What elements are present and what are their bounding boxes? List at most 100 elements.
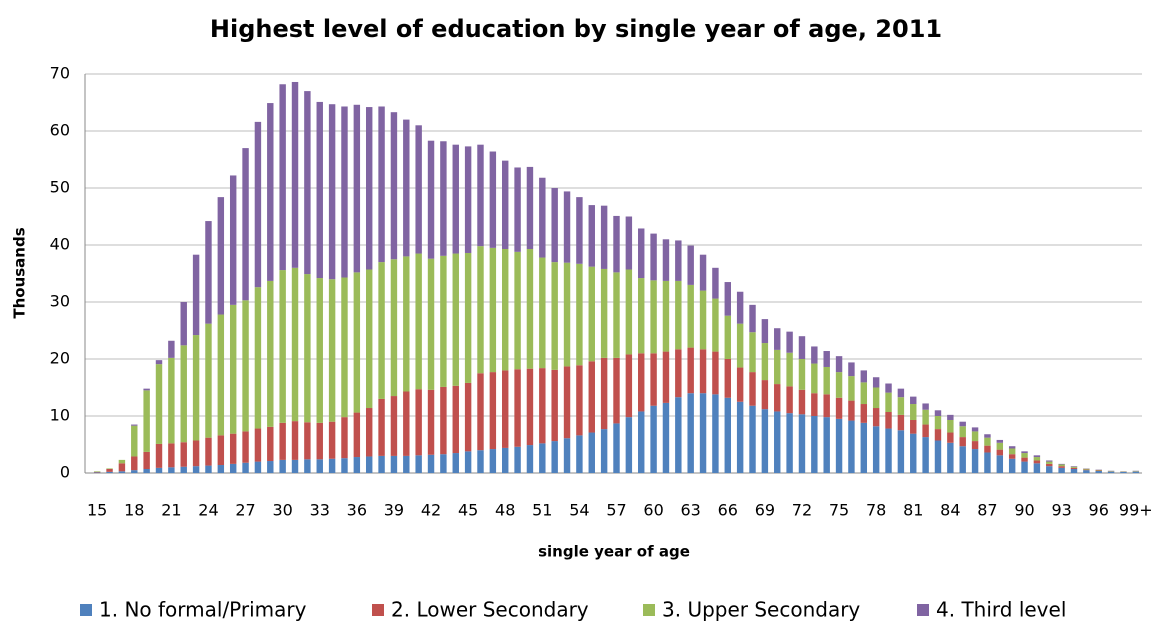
x-tick-label: 36 xyxy=(347,501,367,520)
bar-segment xyxy=(1095,471,1102,473)
bar-segment xyxy=(996,439,1004,443)
bar-segment xyxy=(254,428,262,462)
bar-segment xyxy=(848,400,855,421)
bar-segment xyxy=(613,423,620,473)
bar-segment xyxy=(860,370,868,383)
bar-segment xyxy=(922,403,929,410)
x-tick-label: 90 xyxy=(1014,501,1034,520)
bar-segment xyxy=(168,467,175,473)
bar-segment xyxy=(885,392,892,413)
bar-segment xyxy=(971,427,979,432)
y-tick-label: 50 xyxy=(50,178,70,197)
bar-segment xyxy=(304,274,311,423)
bar-segment xyxy=(291,267,299,422)
bar-segment xyxy=(1083,468,1090,470)
x-tick-label: 15 xyxy=(87,501,107,520)
bar-segment xyxy=(811,363,818,394)
x-tick-label: 54 xyxy=(569,501,589,520)
bar-segment xyxy=(897,414,905,431)
bar-segment xyxy=(291,459,299,473)
bar-segment xyxy=(155,364,163,444)
bar-segment xyxy=(526,166,534,249)
x-tick-label: 21 xyxy=(161,501,181,520)
bar-segment xyxy=(872,426,880,473)
bar-segment xyxy=(848,362,855,377)
bar-segment xyxy=(328,279,336,422)
bar-segment xyxy=(341,106,348,278)
y-tick-label: 30 xyxy=(50,292,70,311)
bar-segment xyxy=(650,353,657,406)
bar-segment xyxy=(563,191,571,263)
bar-segment xyxy=(1083,469,1090,471)
bar-segment xyxy=(675,280,682,350)
bar-segment xyxy=(934,410,942,416)
bar-segment xyxy=(229,175,237,305)
bar-segment xyxy=(662,351,670,403)
bar-segment xyxy=(613,215,620,273)
bar-segment xyxy=(353,272,361,413)
bar-segment xyxy=(835,397,843,419)
bar-segment xyxy=(563,262,571,367)
bar-segment xyxy=(823,351,830,367)
bar-segment xyxy=(625,354,633,418)
bar-segment xyxy=(650,233,657,281)
bar-segment xyxy=(415,389,422,456)
bar-segment xyxy=(452,453,459,473)
bar-segment xyxy=(328,421,336,459)
bar-segment xyxy=(539,257,546,369)
bar-segment xyxy=(502,248,509,371)
bar-segment xyxy=(687,393,694,473)
bar-segment xyxy=(1070,469,1078,473)
bar-segment xyxy=(539,368,546,444)
bar-segment xyxy=(1033,455,1041,458)
bar-segment xyxy=(192,466,200,473)
bar-segment xyxy=(279,459,286,473)
bar-segment xyxy=(798,414,806,473)
bar-segment xyxy=(526,445,534,473)
bar-segment xyxy=(736,367,744,402)
bar-segment xyxy=(464,252,472,383)
bar-segment xyxy=(242,300,249,432)
legend-label: 2. Lower Secondary xyxy=(391,598,589,622)
bar-segment xyxy=(526,248,534,369)
bar-segment xyxy=(971,441,979,450)
bar-segment xyxy=(415,125,422,254)
bar-segment xyxy=(749,372,756,406)
bar-segment xyxy=(1046,460,1053,462)
bar-segment xyxy=(662,239,670,281)
y-tick-label: 70 xyxy=(50,64,70,83)
bar-segment xyxy=(638,411,645,473)
bar-segment xyxy=(390,112,398,260)
x-tick-label: 27 xyxy=(235,501,255,520)
x-tick-label: 33 xyxy=(310,501,330,520)
bar-segment xyxy=(1070,466,1078,467)
bar-segment xyxy=(341,417,348,459)
bar-segment xyxy=(576,435,583,473)
bar-segment xyxy=(1046,463,1053,467)
bar-segment xyxy=(897,397,905,415)
bar-segment xyxy=(440,141,447,256)
bar-segment xyxy=(724,359,731,398)
bar-segment xyxy=(526,368,534,446)
legend-swatch xyxy=(917,604,929,616)
bar-segment xyxy=(934,416,942,430)
legend-label: 4. Third level xyxy=(936,598,1066,622)
x-tick-label: 66 xyxy=(718,501,738,520)
bar-segment xyxy=(1008,448,1016,455)
bar-segment xyxy=(93,471,101,472)
bar-segment xyxy=(143,451,150,470)
bar-segment xyxy=(155,443,163,468)
bar-segment xyxy=(131,470,138,473)
bar-segment xyxy=(403,455,410,473)
bar-segment xyxy=(155,360,163,365)
bar-segment xyxy=(477,144,484,247)
bar-segment xyxy=(1021,453,1028,458)
bar-segment xyxy=(217,435,225,466)
bar-segment xyxy=(638,228,645,279)
bar-segment xyxy=(675,349,682,398)
bar-segment xyxy=(947,432,954,443)
bar-segment xyxy=(910,404,917,420)
bar-segment xyxy=(959,421,966,427)
bar-segment xyxy=(502,447,509,473)
bar-segment xyxy=(563,438,571,473)
